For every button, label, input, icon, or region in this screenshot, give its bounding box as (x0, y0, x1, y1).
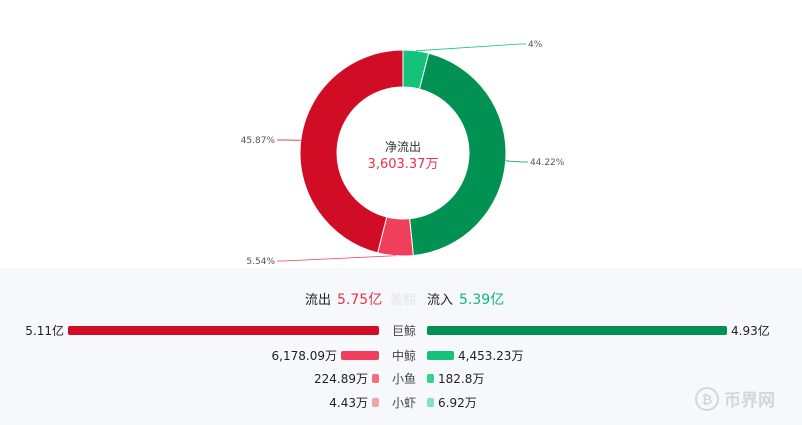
summary-out-value: 5.75亿 (337, 292, 383, 308)
svg-text:₿: ₿ (702, 393, 713, 408)
donut-slice-flow-in-large[interactable] (409, 52, 507, 257)
summary-in-value: 5.39亿 (459, 292, 505, 308)
summary-out-label: 流出 (305, 293, 332, 308)
watermark-logo: ₿ 币界网 (695, 387, 775, 411)
category-label: 中鲸 (391, 349, 416, 363)
inflow-bar (427, 374, 434, 383)
inflow-bar (427, 398, 434, 407)
inflow-value: 4.93亿 (731, 324, 770, 338)
inflow-bar (427, 326, 727, 335)
watermark-text: 币界网 (724, 391, 775, 411)
inflow-value: 4,453.23万 (458, 349, 524, 363)
donut-center-title: 净流出 (384, 140, 421, 154)
inflow-value: 182.8万 (438, 372, 485, 386)
coin-icon (695, 387, 719, 411)
outflow-value: 224.89万 (314, 372, 368, 386)
outflow-bar (372, 374, 379, 383)
outflow-value: 6,178.09万 (271, 349, 337, 363)
donut-chart: 4% 44.22% 5.54% 45.87% 净流出 3,603.37万 (241, 40, 565, 267)
slice-percent-label: 5.54% (246, 257, 275, 267)
summary-in-label: 流入 (427, 293, 454, 308)
category-label: 巨鲸 (391, 324, 416, 338)
outflow-bar (372, 398, 379, 407)
flow-row: 6,178.09万 中鲸 4,453.23万 (0, 345, 802, 365)
summary-inflow: 流入 5.39亿 (427, 289, 504, 309)
flow-row: 224.89万 小鱼 182.8万 (0, 368, 802, 388)
category-label: 小虾 (391, 396, 416, 410)
inflow-bar (427, 351, 454, 360)
slice-percent-label: 44.22% (530, 158, 565, 168)
category-label: 小鱼 (391, 372, 416, 386)
donut-svg: 4% 44.22% 5.54% 45.87% (241, 40, 565, 267)
leader-line-flow-in-large (505, 160, 528, 163)
outflow-bar (341, 351, 379, 360)
summary-difference-label: 差额 (390, 293, 417, 308)
summary-outflow: 流出 5.75亿 (305, 289, 382, 309)
donut-slice-flow-out-large[interactable] (299, 49, 404, 254)
donut-center-value: 3,603.37万 (367, 157, 439, 172)
leader-line-flow-out-small (277, 255, 396, 262)
slice-percent-label: 4% (528, 40, 543, 50)
leader-line-flow-in-small (415, 43, 526, 52)
flow-row: 4.43万 小虾 6.92万 (0, 392, 802, 412)
flow-panel: 流出 5.75亿 差额 流入 5.39亿 5.11亿 巨鲸 4.93亿 6,178.09万… (0, 268, 802, 425)
outflow-bar (68, 326, 379, 335)
flow-row: 5.11亿 巨鲸 4.93亿 (0, 320, 802, 340)
inflow-value: 6.92万 (438, 396, 477, 410)
outflow-value: 4.43万 (329, 396, 368, 410)
outflow-value: 5.11亿 (25, 324, 64, 338)
slice-percent-label: 45.87% (241, 136, 276, 146)
